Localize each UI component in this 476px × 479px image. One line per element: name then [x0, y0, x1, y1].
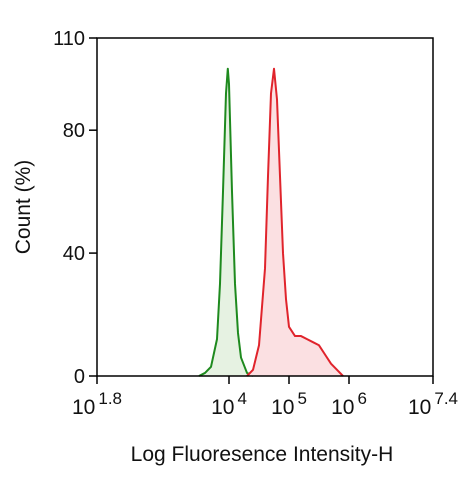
series-line	[198, 67, 254, 377]
x-tick-label: 10 5	[271, 389, 307, 419]
x-tick-exponent: 7.4	[434, 389, 458, 408]
x-tick-base: 10	[211, 396, 234, 419]
y-tick-label: 40	[63, 243, 85, 265]
y-tick-label: 80	[63, 120, 85, 142]
x-tick-base: 10	[408, 396, 431, 419]
x-tick-exponent: 1.8	[98, 389, 122, 408]
x-tick-label: 10 6	[331, 389, 367, 419]
x-tick-exponent: 4	[237, 389, 246, 408]
area-fill	[198, 68, 254, 377]
x-tick-label: 10 4	[211, 389, 247, 419]
area-fill	[247, 68, 343, 377]
x-tick-exponent: 6	[357, 389, 366, 408]
y-tick-label: 0	[74, 366, 85, 388]
x-axis-label: Log Fluoresence Intensity-H	[131, 443, 394, 466]
x-tick-label: 10 1.8	[72, 389, 122, 419]
y-tick-label: 110	[53, 28, 85, 50]
x-tick-exponent: 5	[297, 389, 306, 408]
x-tick-label: 10 7.4	[408, 389, 458, 419]
series-line	[246, 67, 344, 377]
x-tick-base: 10	[331, 396, 354, 419]
x-tick-base: 10	[271, 396, 294, 419]
y-axis-label: Count (%)	[12, 160, 35, 255]
plot-frame	[96, 37, 434, 377]
x-tick-base: 10	[72, 396, 95, 419]
